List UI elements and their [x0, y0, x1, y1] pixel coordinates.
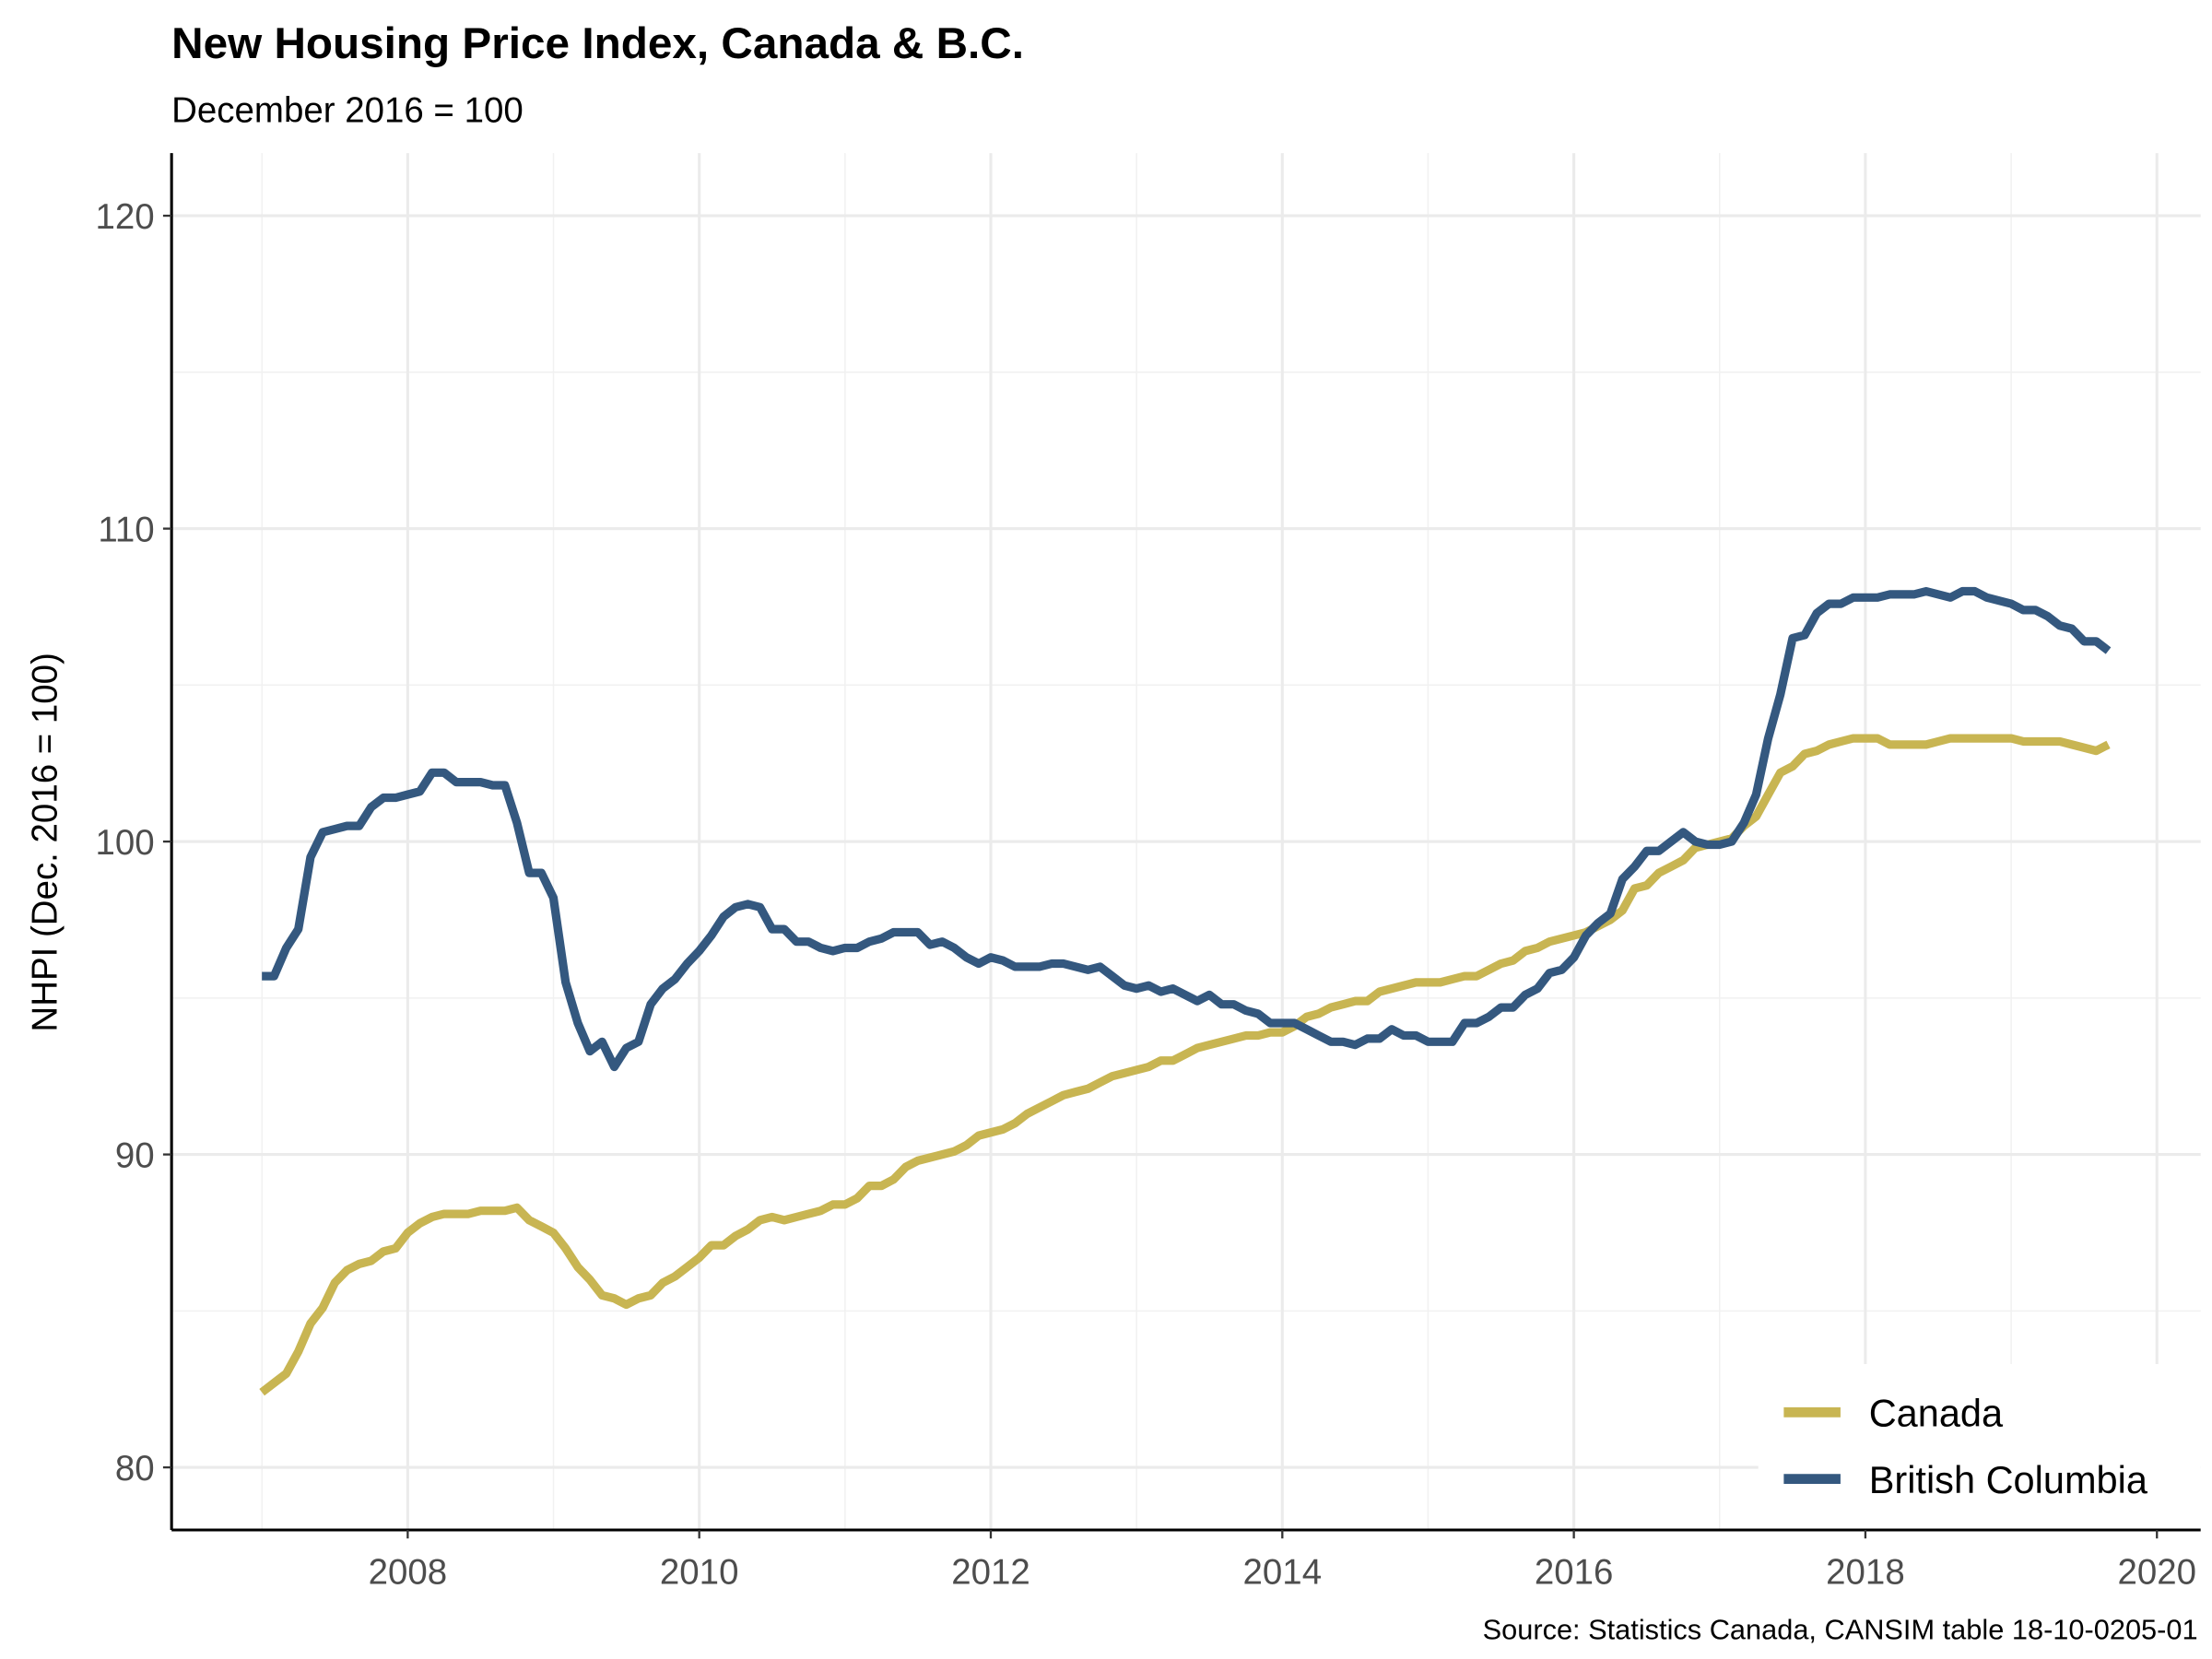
x-tick-label: 2012 [951, 1552, 1030, 1592]
axes: 80 90 100 110 120 2008 2010 2012 2014 2016 2018 202… [96, 153, 2201, 1592]
x-tick-label: 2010 [660, 1552, 739, 1592]
y-tick-label: 100 [96, 823, 155, 863]
caption: Source: Statistics Canada, CANSIM table … [1483, 1613, 2198, 1645]
x-tick-label: 2018 [1826, 1552, 1905, 1592]
legend-label: British Columbia [1869, 1458, 2148, 1501]
y-tick-label: 90 [115, 1135, 155, 1175]
series-line-canada [259, 734, 2111, 1396]
x-tick-label: 2014 [1243, 1552, 1323, 1592]
y-tick-label: 80 [115, 1449, 155, 1488]
legend: Canada British Columbia [1758, 1364, 2201, 1529]
legend-background [1758, 1364, 2201, 1529]
x-tick-label: 2020 [2117, 1552, 2196, 1592]
series-line-british-columbia [262, 586, 2112, 1072]
x-tick-label: 2008 [369, 1552, 448, 1592]
legend-label: Canada [1869, 1392, 2004, 1435]
y-axis-label: NHPI (Dec. 2016 = 100) [26, 653, 65, 1031]
series-lines [259, 586, 2112, 1396]
y-tick-label: 110 [98, 510, 154, 549]
grid [171, 153, 2201, 1530]
x-tick-label: 2016 [1535, 1552, 1614, 1592]
chart-title: New Housing Price Index, Canada & B.C. [171, 19, 1024, 68]
y-tick-label: 120 [96, 197, 155, 237]
chart-subtitle: December 2016 = 100 [171, 90, 524, 130]
